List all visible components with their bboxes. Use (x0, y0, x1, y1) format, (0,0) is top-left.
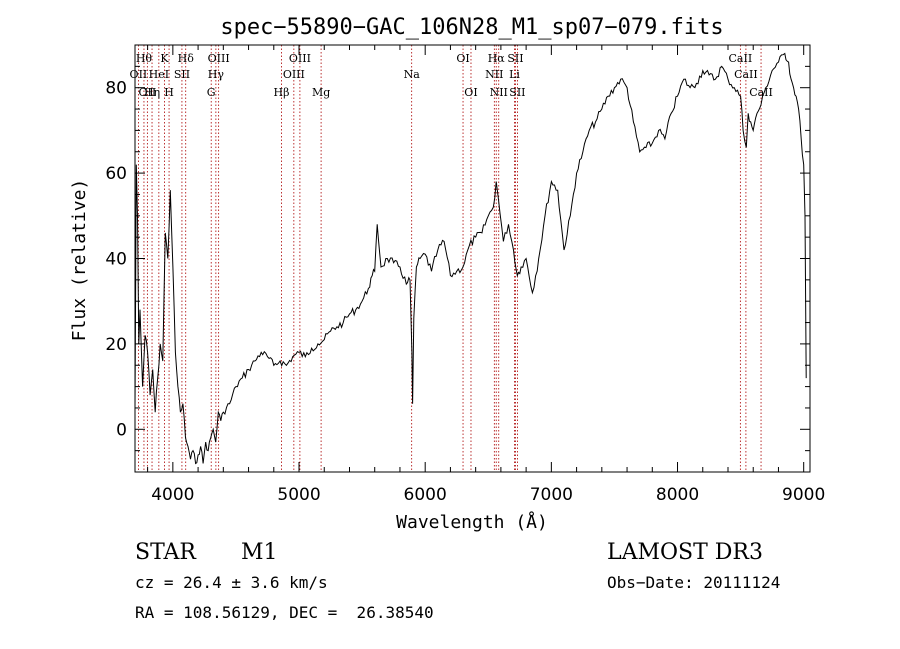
line-label-17: OI (456, 52, 469, 65)
line-label-16: Na (404, 68, 421, 81)
x-axis-title: Wavelength (Å) (396, 511, 548, 533)
line-label-18: OI (464, 86, 477, 99)
line-label-20: Hα (488, 52, 506, 65)
axis-ticks: 4000 5000 6000 7000 8000 9000 0 20 40 60 80 (105, 44, 825, 505)
x-tick-label-7000: 7000 (530, 485, 573, 505)
x-tick-label-8000: 8000 (656, 485, 699, 505)
line-label-13: OIII (283, 68, 305, 81)
y-axis-title: Flux (relative) (69, 179, 90, 342)
line-label-6: H (164, 86, 174, 99)
plot-frame (134, 44, 811, 473)
line-label-2: OII (139, 86, 157, 99)
line-label-3: Hη (144, 86, 160, 99)
x-tick-label-5000: 5000 (277, 485, 320, 505)
line-label-26: CaII (734, 68, 758, 81)
line-label-1: Hθ (136, 52, 153, 65)
y-tick-label-80: 80 (105, 79, 127, 99)
coordinates-text: RA = 108.56129, DEC = 26.38540 (135, 603, 434, 622)
x-tick-label-4000: 4000 (151, 485, 194, 505)
object-subclass: M1 (241, 540, 278, 565)
x-tick-label-6000: 6000 (404, 485, 447, 505)
line-label-11: OIII (208, 52, 230, 65)
emission-line-markers (138, 45, 762, 472)
line-label-22: Li (509, 68, 520, 81)
line-label-9: G (207, 86, 216, 99)
y-tick-label-40: 40 (105, 250, 127, 270)
line-label-8: Hδ (178, 52, 195, 65)
survey-name: LAMOST DR3 (607, 540, 763, 565)
line-label-27: CaII (749, 86, 773, 99)
spectrum-line (134, 52, 807, 465)
y-tick-label-0: 0 (116, 420, 127, 440)
chart-title: spec−55890−GAC_106N28_M1_sp07−079.fits (220, 15, 723, 40)
line-label-25: CaII (729, 52, 753, 65)
observation-date: Obs−Date: 20111124 (607, 573, 781, 592)
object-class: STAR (135, 540, 196, 565)
line-label-5: K (160, 52, 169, 65)
line-label-14: OIII (289, 52, 311, 65)
line-label-21: NII (490, 86, 508, 99)
line-label-19: NII (485, 68, 503, 81)
line-label-12: Hβ (274, 86, 290, 99)
line-label-4: HeI (149, 68, 169, 81)
line-label-7: SII (174, 68, 190, 81)
line-label-23: SII (507, 52, 523, 65)
line-label-10: Hγ (208, 68, 225, 81)
y-tick-label-20: 20 (105, 335, 127, 355)
x-tick-label-9000: 9000 (782, 485, 825, 505)
line-label-15: Mg (312, 86, 330, 99)
line-label-0: OII (130, 68, 148, 81)
emission-line-labels: OIIHθOIIHηHeIKHSIIHδGHγOIIIHβOIIIOIIIMgN… (130, 52, 773, 99)
redshift-text: cz = 26.4 ± 3.6 km/s (135, 573, 328, 592)
line-label-24: SII (509, 86, 525, 99)
y-tick-label-60: 60 (105, 164, 127, 184)
